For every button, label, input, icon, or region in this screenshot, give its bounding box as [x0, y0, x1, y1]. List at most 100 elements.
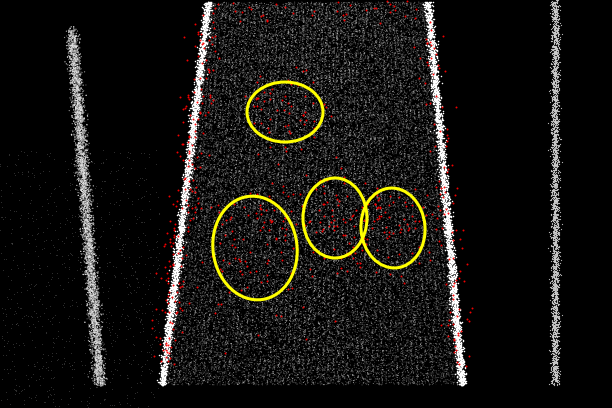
- Point: [390, 278, 400, 284]
- Point: [301, 103, 311, 109]
- Point: [163, 348, 173, 354]
- Point: [69, 39, 78, 46]
- Point: [286, 232, 296, 239]
- Point: [250, 20, 260, 27]
- Point: [296, 97, 306, 104]
- Point: [381, 204, 390, 211]
- Point: [76, 78, 86, 85]
- Point: [303, 189, 313, 196]
- Point: [388, 51, 398, 58]
- Point: [111, 264, 121, 271]
- Point: [411, 93, 420, 99]
- Point: [310, 149, 319, 155]
- Point: [170, 264, 180, 271]
- Point: [453, 377, 463, 383]
- Point: [447, 302, 457, 308]
- Point: [71, 104, 81, 111]
- Point: [196, 61, 206, 67]
- Point: [241, 375, 251, 381]
- Point: [389, 175, 398, 181]
- Point: [367, 159, 377, 166]
- Point: [424, 2, 433, 9]
- Point: [391, 275, 401, 282]
- Point: [83, 225, 92, 231]
- Point: [172, 258, 182, 264]
- Point: [256, 194, 266, 201]
- Point: [239, 347, 248, 354]
- Point: [550, 199, 559, 205]
- Point: [91, 357, 101, 364]
- Point: [444, 215, 453, 222]
- Point: [333, 202, 343, 208]
- Point: [379, 94, 389, 100]
- Point: [225, 66, 234, 72]
- Point: [178, 198, 188, 205]
- Point: [234, 98, 244, 105]
- Point: [171, 243, 181, 249]
- Point: [450, 290, 460, 297]
- Point: [211, 104, 220, 110]
- Point: [244, 149, 253, 156]
- Point: [241, 271, 251, 278]
- Point: [360, 16, 370, 23]
- Point: [73, 141, 83, 148]
- Point: [313, 4, 323, 10]
- Point: [258, 325, 268, 331]
- Point: [550, 331, 559, 337]
- Point: [286, 237, 296, 244]
- Point: [173, 293, 182, 299]
- Point: [384, 332, 394, 339]
- Point: [168, 368, 177, 375]
- Point: [405, 83, 415, 90]
- Point: [336, 336, 346, 343]
- Point: [82, 194, 92, 200]
- Point: [292, 218, 302, 224]
- Point: [220, 263, 230, 269]
- Point: [197, 195, 207, 202]
- Point: [67, 46, 77, 53]
- Point: [78, 206, 88, 213]
- Point: [110, 338, 120, 344]
- Point: [385, 2, 395, 9]
- Point: [285, 0, 295, 6]
- Point: [392, 48, 401, 54]
- Point: [239, 95, 249, 101]
- Point: [233, 76, 243, 82]
- Point: [429, 295, 439, 302]
- Point: [198, 371, 207, 378]
- Point: [196, 65, 206, 71]
- Point: [403, 206, 412, 213]
- Point: [121, 336, 130, 342]
- Point: [269, 112, 279, 118]
- Point: [319, 142, 329, 149]
- Point: [203, 10, 212, 16]
- Point: [390, 201, 400, 208]
- Point: [302, 365, 312, 371]
- Point: [217, 12, 227, 19]
- Point: [398, 269, 408, 276]
- Point: [552, 362, 562, 369]
- Point: [81, 154, 91, 160]
- Point: [72, 111, 81, 117]
- Point: [272, 361, 282, 368]
- Point: [75, 131, 85, 138]
- Point: [91, 299, 101, 306]
- Point: [296, 349, 305, 356]
- Point: [401, 377, 411, 384]
- Point: [447, 269, 457, 276]
- Point: [304, 219, 313, 226]
- Point: [403, 12, 413, 18]
- Point: [166, 281, 176, 288]
- Point: [195, 157, 204, 163]
- Point: [294, 205, 304, 212]
- Point: [401, 175, 411, 182]
- Point: [184, 142, 193, 148]
- Point: [282, 268, 291, 275]
- Point: [351, 118, 360, 125]
- Point: [442, 212, 452, 218]
- Point: [332, 13, 342, 20]
- Point: [362, 351, 372, 358]
- Point: [413, 373, 423, 379]
- Point: [439, 268, 449, 275]
- Point: [31, 280, 41, 287]
